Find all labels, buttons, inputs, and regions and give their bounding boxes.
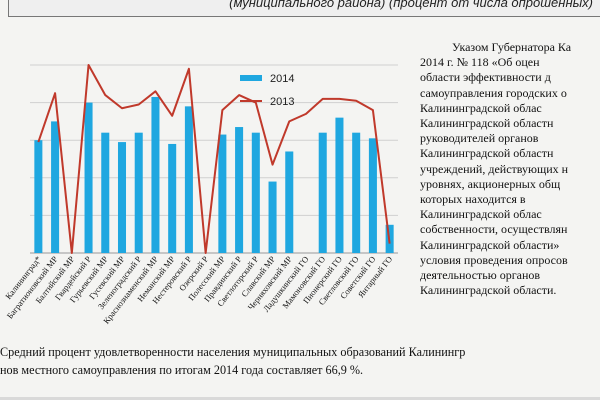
bar-2014 bbox=[168, 143, 177, 253]
legend-label-2014: 2014 bbox=[270, 73, 294, 85]
bar-2014 bbox=[285, 151, 294, 253]
paragraph-line: собственности, осуществлян bbox=[420, 222, 568, 237]
header-fragment: (муниципального района) (процент от числ… bbox=[229, 0, 593, 10]
paragraph-line: руководителей органов bbox=[420, 131, 539, 146]
paragraph-line: Калининградской области» bbox=[420, 237, 560, 252]
bar-2014 bbox=[101, 132, 110, 253]
bar-2014 bbox=[318, 132, 327, 253]
bar-2014 bbox=[134, 132, 143, 253]
paragraph-line: области эффективности д bbox=[420, 70, 551, 85]
paragraph-line: уровнях, акционерных общ bbox=[420, 176, 561, 191]
bar-2014 bbox=[34, 140, 43, 253]
paragraph-line: 2014 г. № 118 «Об оцен bbox=[420, 55, 540, 70]
paragraph-text: Указом Губернатора Ка 2014 г. № 118 «Об о… bbox=[420, 40, 600, 298]
footer-rule bbox=[0, 397, 600, 400]
bar-2014 bbox=[352, 132, 361, 253]
bottom-line-1: Средний процент удовлетворенности населе… bbox=[0, 345, 466, 359]
paragraph-line: учреждений, действующих н bbox=[420, 161, 569, 176]
legend-swatch-2014 bbox=[240, 75, 262, 81]
bar-2014 bbox=[117, 142, 127, 253]
legend-label-2013: 2013 bbox=[270, 96, 294, 108]
paragraph-line: Калининградской областн bbox=[420, 146, 554, 161]
bottom-text-block: Средний процент удовлетворенности населе… bbox=[0, 343, 465, 379]
bar-2014 bbox=[184, 106, 193, 253]
paragraph-line: Калининградской областн bbox=[420, 116, 554, 131]
bar-2014 bbox=[335, 117, 344, 253]
bar-2014 bbox=[84, 102, 93, 253]
bar-2014 bbox=[151, 96, 160, 254]
line-2013 bbox=[37, 64, 391, 254]
bar-2014 bbox=[368, 138, 377, 253]
paragraph-line: Калининградской области. bbox=[420, 283, 557, 298]
bar-2014 bbox=[51, 121, 60, 254]
bar-2014 bbox=[235, 127, 244, 253]
top-header-bar: (муниципального района) (процент от числ… bbox=[8, 0, 600, 17]
bottom-line-2: нов местного самоуправления по итогам 20… bbox=[0, 363, 364, 377]
paragraph-line: деятельностью органов bbox=[420, 268, 541, 283]
paragraph-line: самоуправления городских о bbox=[420, 85, 567, 100]
paragraph-line: которых находится в bbox=[420, 192, 526, 207]
bar-2014 bbox=[251, 132, 260, 253]
paragraph-line: условия проведения опросов bbox=[420, 252, 568, 267]
paragraph-line: Калининградской облас bbox=[420, 100, 542, 115]
bar-2014 bbox=[218, 134, 227, 253]
paragraph-line: Указом Губернатора Ка bbox=[452, 40, 572, 54]
paragraph-line: Калининградской облас bbox=[420, 207, 542, 222]
bar-2014 bbox=[268, 181, 277, 253]
